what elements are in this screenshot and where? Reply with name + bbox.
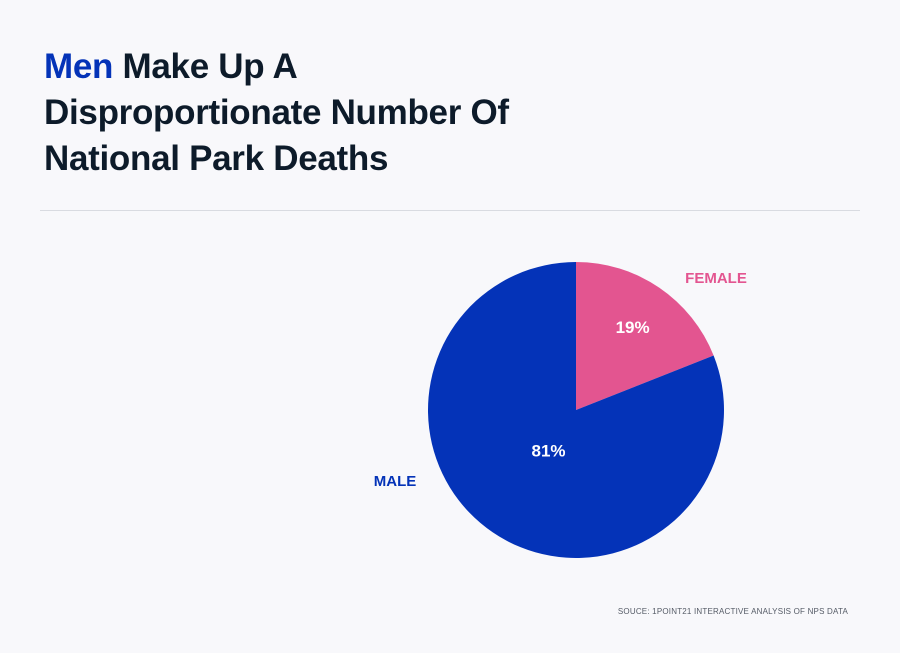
category-label-female: FEMALE [685, 270, 747, 287]
category-label-male: MALE [374, 473, 417, 490]
pie-labels: 19% FEMALE 81% MALE [374, 270, 747, 490]
source-note: SOUCE: 1POINT21 INTERACTIVE ANALYSIS OF … [617, 607, 848, 616]
value-label-female: 19% [616, 318, 650, 337]
pie-slices [428, 262, 725, 558]
page-title: Men Make Up A Disproportionate Number Of… [44, 44, 564, 182]
pie-slice-male [428, 262, 725, 558]
pie-slice-female [576, 262, 714, 410]
divider [40, 210, 860, 211]
title-accent: Men [44, 47, 114, 86]
value-label-male: 81% [531, 441, 565, 460]
title-rest: Make Up A Disproportionate Number Of Nat… [44, 47, 509, 178]
